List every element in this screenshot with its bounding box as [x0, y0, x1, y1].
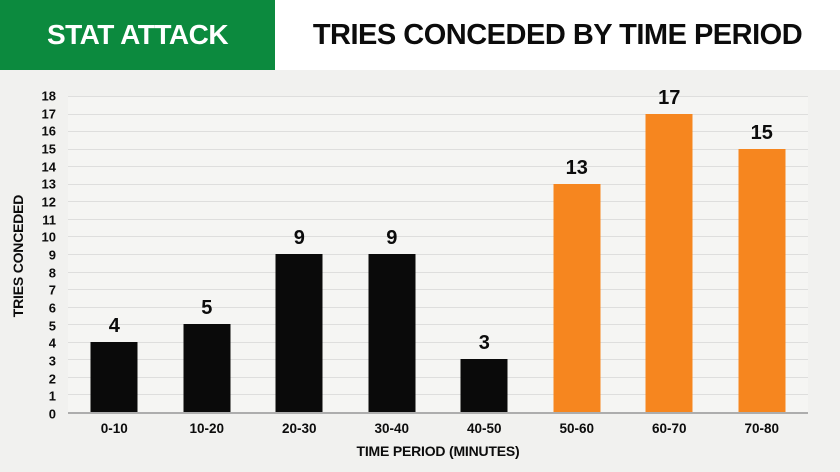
x-tick-label-20-30: 20-30	[281, 421, 317, 436]
value-label-0-10: 4	[108, 314, 120, 337]
x-tick-label-60-70: 60-70	[651, 421, 687, 436]
value-label-50-60: 13	[565, 156, 588, 179]
stat-attack-badge: STAT ATTACK	[0, 0, 275, 70]
gridline	[68, 236, 808, 238]
y-tick-label: 9	[48, 247, 56, 263]
value-label-60-70: 17	[658, 86, 681, 109]
header-bar: STAT ATTACK TRIES CONCEDED BY TIME PERIO…	[0, 0, 840, 70]
bar-slot: 4	[68, 96, 161, 412]
gridline	[68, 131, 808, 133]
bar-slot: 9	[346, 96, 439, 412]
bar-40-50	[460, 359, 508, 412]
y-tick-label: 5	[48, 318, 56, 334]
gridline	[68, 183, 808, 185]
y-tick-label: 17	[41, 106, 56, 122]
bar-slot: 9	[253, 96, 346, 412]
gridline	[68, 324, 808, 326]
x-tick-label-40-50: 40-50	[466, 421, 502, 436]
value-label-20-30: 9	[293, 227, 305, 249]
chart-title-wrap: TRIES CONCEDED BY TIME PERIOD	[275, 0, 840, 70]
gridline	[68, 271, 808, 273]
y-tick-label: 1	[48, 388, 56, 404]
bar-60-70	[645, 113, 693, 412]
value-label-70-80: 15	[750, 121, 773, 144]
y-tick-label: 15	[41, 141, 56, 157]
bar-slot: 15	[716, 96, 809, 412]
value-label-40-50: 3	[478, 332, 490, 355]
x-tick-label-50-60: 50-60	[559, 421, 595, 436]
gridline	[68, 341, 808, 343]
y-tick-label: 14	[41, 159, 56, 175]
value-label-10-20: 5	[201, 297, 213, 320]
bar-slot: 13	[531, 96, 624, 412]
gridline	[68, 306, 808, 308]
gridline	[68, 96, 808, 97]
stat-attack-badge-label: STAT ATTACK	[46, 19, 229, 50]
y-axis-ticks: 0 1 2 3 4 5 6 7 8 9 10 11 12 13 14 15 16 17 18	[0, 89, 62, 422]
gridline	[68, 148, 808, 150]
bar-0-10	[90, 341, 138, 412]
gridline	[68, 359, 808, 361]
y-tick-label: 11	[42, 212, 56, 228]
chart-title: TRIES CONCEDED BY TIME PERIOD	[312, 18, 803, 51]
plot-area: 4 5 9 9 3 13 17 15	[68, 87, 809, 414]
bar-70-80	[738, 148, 786, 412]
gridline	[68, 376, 808, 378]
y-tick-label: 16	[41, 123, 56, 139]
chart-region: TRIES CONCEDED 0 1 2 3 4 5 6 7 8 9 10 11 12 13 14 15 16 1…	[0, 70, 840, 472]
x-tick-label-70-80: 70-80	[744, 421, 780, 436]
y-tick-label: 7	[48, 282, 56, 298]
gridline	[68, 218, 808, 220]
value-label-30-40: 9	[386, 227, 398, 249]
x-axis-title: TIME PERIOD (MINUTES)	[356, 443, 520, 459]
y-tick-label: 2	[48, 371, 56, 387]
bar-slot: 5	[161, 96, 254, 412]
x-tick-label-0-10: 0-10	[100, 421, 128, 436]
gridline	[68, 394, 808, 396]
y-tick-label: 18	[41, 88, 56, 104]
gridline	[68, 201, 808, 203]
gridline	[68, 166, 808, 168]
bar-10-20	[183, 324, 231, 412]
bar-slot: 3	[438, 96, 531, 412]
gridline	[68, 254, 808, 255]
y-tick-label: 13	[41, 176, 56, 192]
x-tick-label-10-20: 10-20	[189, 421, 225, 436]
x-axis-labels: 0-10 10-20 20-30 30-40 40-50 50-60 60-70 70-80	[68, 421, 808, 439]
y-tick-label: 12	[41, 194, 56, 210]
y-tick-label: 8	[48, 265, 56, 281]
y-tick-label: 6	[48, 300, 56, 316]
bar-20-30	[275, 254, 323, 412]
bar-slot: 17	[623, 87, 716, 412]
y-tick-label: 4	[48, 335, 56, 351]
bar-30-40	[368, 254, 416, 412]
y-tick-label: 3	[48, 353, 56, 369]
x-tick-label-30-40: 30-40	[374, 421, 410, 436]
gridline	[68, 289, 808, 291]
gridline	[68, 113, 808, 115]
bar-50-60	[553, 183, 601, 412]
y-tick-label: 0	[48, 406, 56, 422]
y-tick-label: 10	[41, 229, 56, 245]
